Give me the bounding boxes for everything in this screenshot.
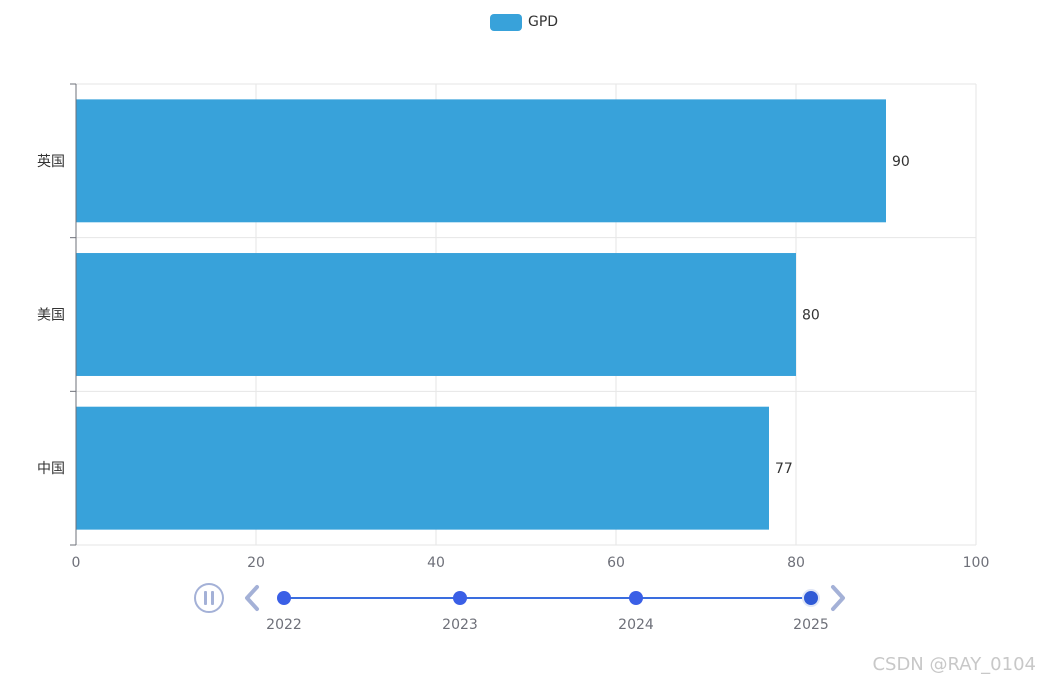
timeline-points: 2022 2023 2024 2025 [266,589,829,633]
bar[interactable] [76,406,769,530]
axes [70,83,77,546]
timeline-point[interactable] [453,591,467,605]
data-label: 80 [802,308,820,324]
bar[interactable] [76,253,796,376]
legend: GPD [490,14,558,31]
data-label: 77 [775,461,793,477]
labels: 0 20 40 60 80 100 中国 77 美国 80 英国 90 [37,153,989,571]
chevron-right-icon [831,585,845,611]
next-button[interactable] [831,585,845,611]
timeline-point[interactable] [277,591,291,605]
x-tick-label: 60 [607,555,625,571]
watermark: CSDN @RAY_0104 [872,654,1036,675]
bar[interactable] [76,99,886,223]
chevron-left-icon [245,585,259,611]
pause-icon [204,591,214,605]
bars [76,99,886,530]
timeline: 2022 2023 2024 2025 [194,583,845,633]
timeline-year-label: 2025 [793,617,829,633]
timeline-point-current[interactable] [802,589,820,607]
x-tick-label: 0 [72,555,81,571]
x-tick-label: 20 [247,555,265,571]
play-pause-button[interactable] [194,583,224,613]
legend-swatch-gpd[interactable] [490,14,522,31]
x-tick-label: 80 [787,555,805,571]
data-label: 90 [892,154,910,170]
category-label: 中国 [37,461,65,477]
legend-label-gpd: GPD [528,14,558,30]
timeline-year-label: 2022 [266,617,302,633]
timeline-year-label: 2024 [618,617,654,633]
previous-button[interactable] [245,585,259,611]
timeline-point[interactable] [629,591,643,605]
x-tick-label: 40 [427,555,445,571]
category-label: 美国 [37,308,65,324]
x-tick-label: 100 [963,555,990,571]
timeline-year-label: 2023 [442,617,478,633]
category-label: 英国 [37,153,65,170]
